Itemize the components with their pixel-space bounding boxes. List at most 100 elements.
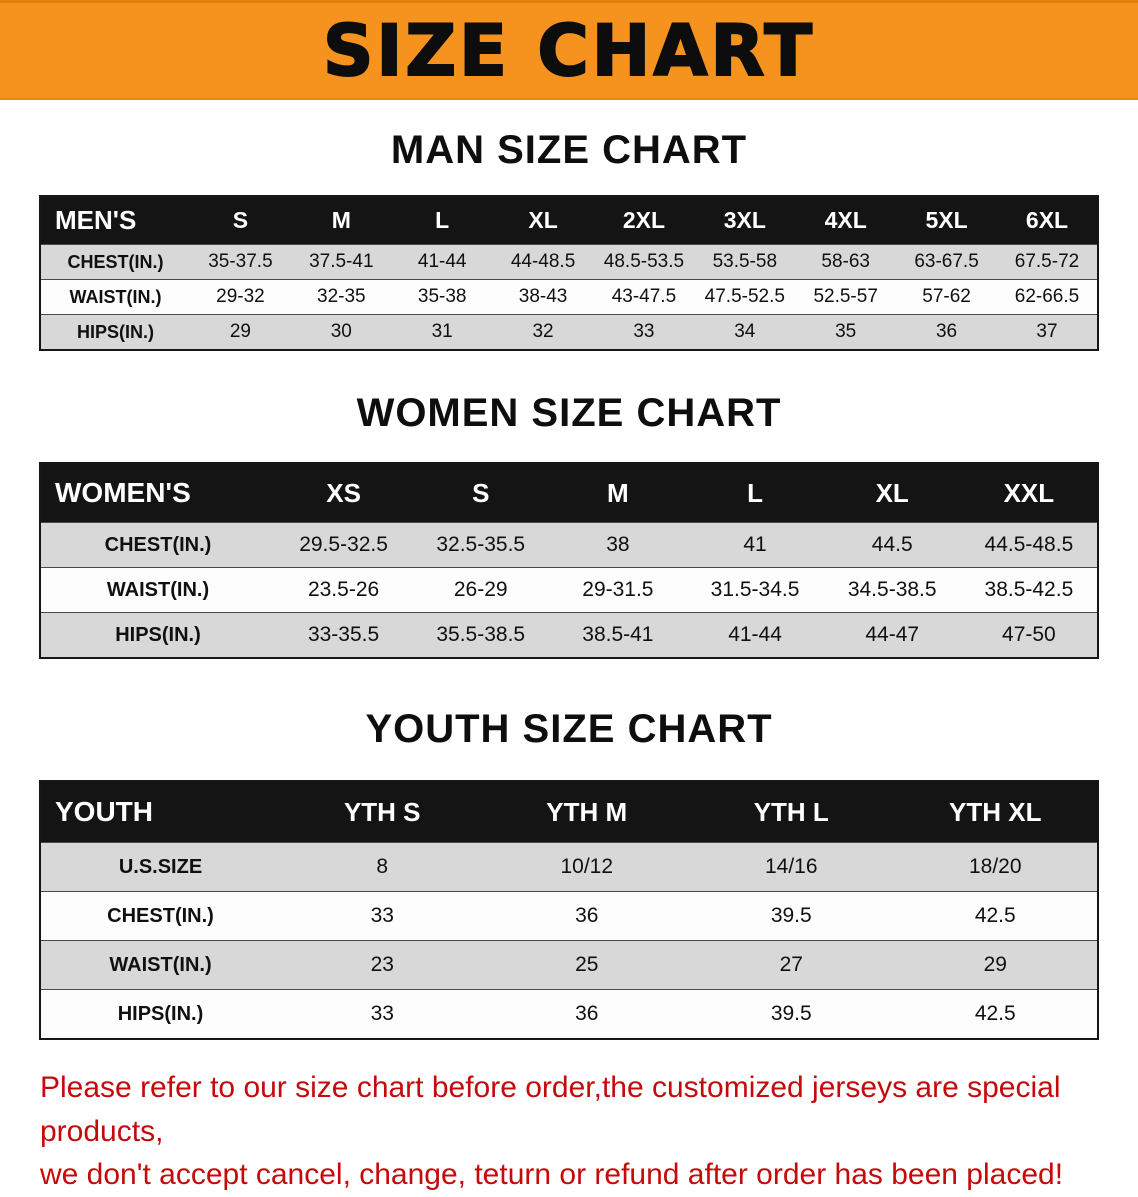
size-value-cell: 38 (606, 533, 630, 556)
table-corner-label: MEN'S (40, 196, 190, 245)
size-value-cell: 44.5-48.5 (984, 533, 1074, 556)
size-value-cell: 35-38 (417, 286, 467, 307)
size-value-cell: 30 (330, 321, 352, 342)
size-column-header: 5XL (896, 196, 997, 245)
table-corner-label: YOUTH (40, 781, 280, 843)
row-label: CHEST(IN.) (107, 904, 214, 927)
size-value-cell: 29-31.5 (582, 578, 654, 601)
banner-title: SIZE CHART (322, 9, 816, 93)
size-value-cell: 36 (935, 321, 958, 342)
size-column-header: 3XL (694, 196, 796, 245)
table-row: HIPS(IN.) 33 36 39.5 42.5 (40, 989, 1098, 1039)
size-column-header: M (549, 463, 687, 523)
size-value-cell: 43-47.5 (611, 286, 677, 307)
row-label: WAIST(IN.) (69, 286, 162, 307)
row-label: CHEST(IN.) (67, 251, 164, 272)
size-value-cell: 42.5 (974, 1002, 1016, 1025)
size-column-header: 2XL (593, 196, 695, 245)
row-label: WAIST(IN.) (109, 953, 212, 976)
size-value-cell: 14/16 (764, 855, 818, 878)
size-value-cell: 32 (532, 321, 554, 342)
size-value-cell: 39.5 (770, 904, 812, 927)
row-label: WAIST(IN.) (106, 578, 210, 601)
table-header-row: YOUTH YTH S YTH M YTH L YTH XL (40, 781, 1098, 843)
size-value-cell: 34.5-38.5 (847, 578, 937, 601)
women-section-heading: WOMEN SIZE CHART (356, 391, 782, 435)
size-value-cell: 57-62 (922, 286, 971, 307)
size-value-cell: 35-37.5 (208, 251, 273, 272)
youth-section-heading: YOUTH SIZE CHART (365, 707, 773, 751)
size-value-cell: 25 (575, 953, 599, 976)
table-header-row: MEN'S S M L XL 2XL 3XL 4XL 5XL 6XL (40, 196, 1098, 245)
size-value-cell: 36 (575, 904, 599, 927)
size-column-header: S (190, 196, 291, 245)
size-value-cell: 44-48.5 (510, 251, 576, 272)
table-row: HIPS(IN.) 29 30 31 32 33 34 35 36 37 (40, 314, 1098, 350)
size-column-header: YTH M (484, 781, 689, 843)
size-value-cell: 23.5-26 (307, 578, 380, 601)
table-corner-label: WOMEN'S (40, 463, 275, 523)
size-value-cell: 38-43 (518, 286, 568, 307)
size-column-header: YTH S (280, 781, 485, 843)
size-chart-content: MAN SIZE CHART MEN'S S M L XL 2XL 3XL 4XL 5XL 6XL… (0, 128, 1138, 1197)
size-value-cell: 42.5 (974, 904, 1016, 927)
size-value-cell: 34 (734, 321, 756, 342)
order-policy-note: Please refer to our size chart before or… (40, 1066, 1118, 1197)
size-column-header: S (412, 463, 550, 523)
size-value-cell: 31.5-34.5 (710, 578, 800, 601)
size-value-cell: 52.5-57 (813, 286, 878, 307)
order-policy-line1: Please refer to our size chart before or… (40, 1071, 1061, 1148)
size-value-cell: 44.5 (871, 533, 913, 556)
size-column-header: YTH L (689, 781, 894, 843)
size-value-cell: 47-50 (1002, 623, 1056, 646)
men-section-heading: MAN SIZE CHART (390, 128, 748, 172)
size-value-cell: 36 (575, 1002, 599, 1025)
size-value-cell: 33 (633, 321, 655, 342)
size-value-cell: 41-44 (728, 623, 782, 646)
table-row: WAIST(IN.) 23.5-26 26-29 29-31.5 31.5-34.5 34… (40, 567, 1098, 613)
size-value-cell: 39.5 (770, 1002, 812, 1025)
size-column-header: XL (823, 463, 961, 523)
size-value-cell: 41 (743, 533, 767, 556)
table-row: CHEST(IN.) 35-37.5 37.5-41 41-44 44-48.5 48.5… (40, 244, 1098, 280)
size-value-cell: 62-66.5 (1014, 286, 1080, 307)
size-column-header: L (686, 463, 824, 523)
size-value-cell: 38.5-42.5 (984, 578, 1074, 601)
size-value-cell: 44-47 (865, 623, 920, 646)
size-value-cell: 23 (370, 953, 394, 976)
size-value-cell: 33 (370, 904, 394, 927)
size-value-cell: 29 (983, 953, 1007, 976)
size-value-cell: 47.5-52.5 (704, 286, 785, 307)
size-value-cell: 41-44 (417, 251, 467, 272)
row-label: U.S.SIZE (118, 855, 203, 878)
size-value-cell: 35 (835, 321, 857, 342)
row-label: HIPS(IN.) (76, 321, 154, 342)
size-value-cell: 32.5-35.5 (436, 533, 526, 556)
size-value-cell: 58-63 (821, 251, 870, 272)
table-row: WAIST(IN.) 23 25 27 29 (40, 940, 1098, 990)
size-chart-banner: SIZE CHART (0, 0, 1138, 100)
size-value-cell: 37 (1036, 321, 1058, 342)
row-label: HIPS(IN.) (115, 623, 201, 646)
size-value-cell: 48.5-53.5 (603, 251, 685, 272)
size-column-header: L (391, 196, 493, 245)
size-value-cell: 67.5-72 (1014, 251, 1080, 272)
womens-size-table: WOMEN'S XS S M L XL XXL CHEST(IN.) 29.5-32.5 32.5… (39, 462, 1099, 659)
order-policy-line2: we don't accept cancel, change, teturn o… (40, 1158, 1064, 1191)
size-column-header: YTH XL (893, 781, 1098, 843)
size-value-cell: 26-29 (453, 578, 508, 601)
table-row: CHEST(IN.) 29.5-32.5 32.5-35.5 38 41 44.5 44.5… (40, 522, 1098, 568)
size-column-header: XS (275, 463, 413, 523)
table-row: HIPS(IN.) 33-35.5 35.5-38.5 38.5-41 41-44 44-… (40, 612, 1098, 658)
size-value-cell: 8 (376, 855, 389, 878)
size-value-cell: 29.5-32.5 (299, 533, 388, 556)
table-row: CHEST(IN.) 33 36 39.5 42.5 (40, 891, 1098, 941)
size-value-cell: 10/12 (560, 855, 614, 878)
size-value-cell: 35.5-38.5 (436, 623, 526, 646)
size-value-cell: 29 (229, 321, 251, 342)
size-value-cell: 33-35.5 (307, 623, 380, 646)
size-column-header: XXL (960, 463, 1098, 523)
size-value-cell: 27 (779, 953, 803, 976)
mens-size-table: MEN'S S M L XL 2XL 3XL 4XL 5XL 6XL CHEST(IN.) 35-37… (39, 195, 1099, 351)
